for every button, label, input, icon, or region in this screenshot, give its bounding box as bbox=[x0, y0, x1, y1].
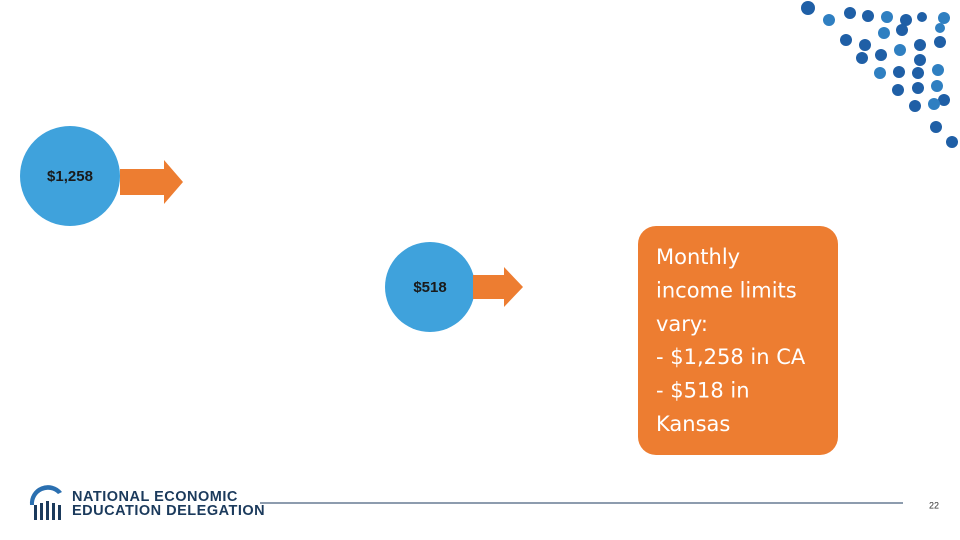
circle bbox=[20, 126, 120, 226]
dot bbox=[859, 39, 871, 51]
dot bbox=[823, 14, 835, 26]
circle bbox=[385, 242, 475, 332]
dot bbox=[801, 1, 815, 15]
dot bbox=[894, 44, 906, 56]
dot bbox=[914, 39, 926, 51]
logo-bar bbox=[52, 503, 55, 520]
arrow bbox=[120, 160, 183, 204]
logo: NATIONAL ECONOMIC EDUCATION DELEGATION bbox=[29, 485, 265, 520]
dot bbox=[878, 27, 890, 39]
callout-line: - $518 in bbox=[656, 379, 750, 403]
dot bbox=[931, 80, 943, 92]
page-number: 22 bbox=[929, 500, 939, 510]
dot bbox=[930, 121, 942, 133]
dot bbox=[896, 24, 908, 36]
dot bbox=[917, 12, 927, 22]
logo-bar bbox=[34, 505, 37, 520]
dot bbox=[892, 84, 904, 96]
dot bbox=[893, 66, 905, 78]
dot bbox=[856, 52, 868, 64]
dot bbox=[862, 10, 874, 22]
callout-text: Monthly income limits vary: - $1,258 in CA -… bbox=[656, 245, 806, 436]
dot bbox=[946, 136, 958, 148]
dot bbox=[928, 98, 940, 110]
decorative-dots bbox=[801, 1, 958, 148]
dot bbox=[875, 49, 887, 61]
dot bbox=[909, 100, 921, 112]
logo-arc bbox=[29, 485, 62, 505]
logo-bar bbox=[58, 505, 61, 520]
callout-line: Kansas bbox=[656, 412, 730, 436]
callout-box bbox=[638, 226, 838, 455]
logo-bar bbox=[40, 503, 43, 520]
circle-label: $1,258 bbox=[47, 168, 93, 185]
dot bbox=[914, 54, 926, 66]
dot bbox=[932, 64, 944, 76]
logo-text: NATIONAL ECONOMIC bbox=[72, 489, 238, 505]
dot bbox=[881, 11, 893, 23]
logo-bar bbox=[46, 501, 49, 520]
dot bbox=[934, 36, 946, 48]
dot bbox=[912, 82, 924, 94]
dot bbox=[935, 23, 945, 33]
dot bbox=[912, 67, 924, 79]
dot bbox=[900, 14, 912, 26]
callout-line: - $1,258 in CA bbox=[656, 345, 806, 369]
callout-line: Monthly bbox=[656, 245, 740, 269]
arrow bbox=[473, 267, 523, 307]
dot bbox=[938, 12, 950, 24]
circle-label: $518 bbox=[413, 279, 446, 296]
dot bbox=[840, 34, 852, 46]
callout-line: vary: bbox=[656, 312, 708, 336]
dot bbox=[874, 67, 886, 79]
callout-line: income limits bbox=[656, 278, 797, 302]
dot bbox=[844, 7, 856, 19]
dot bbox=[938, 94, 950, 106]
logo-text: EDUCATION DELEGATION bbox=[72, 503, 265, 519]
